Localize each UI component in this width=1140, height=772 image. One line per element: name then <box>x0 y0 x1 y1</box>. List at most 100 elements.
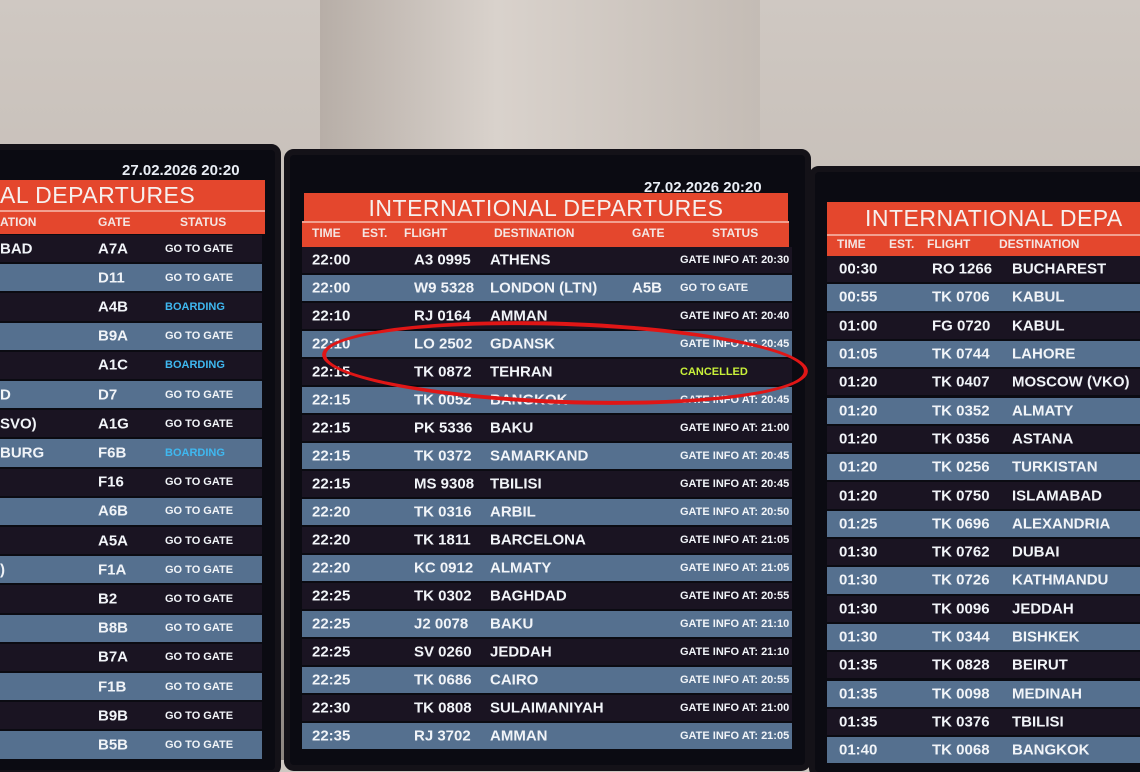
time-cell: 01:20 <box>839 402 878 420</box>
status-cell: GO TO GATE <box>165 592 234 605</box>
gate-cell: F1B <box>98 678 127 696</box>
header-destination: ATION <box>0 215 37 229</box>
status-cell: GATE INFO AT: 20:50 <box>680 506 790 518</box>
header-flight: FLIGHT <box>927 237 971 251</box>
flight-row: ) F1A GO TO GATE <box>0 556 262 584</box>
flight-cell: TK 0052 <box>414 391 472 409</box>
status-cell: GO TO GATE <box>165 242 234 255</box>
flight-row: 01:20 TK 0750 ISLAMABAD <box>827 482 1140 509</box>
destination-cell: KATHMANDU <box>1012 571 1109 589</box>
column-headers: ATION GATE STATUS <box>0 210 265 234</box>
flight-row: BURG F6B BOARDING <box>0 439 262 467</box>
flight-row: 01:40 TK 0068 BANGKOK <box>827 737 1140 764</box>
flight-cell: FG 0720 <box>932 317 991 335</box>
flight-row: 01:30 TK 0344 BISHKEK <box>827 623 1140 651</box>
flight-row: 01:20 TK 0407 MOSCOW (VKO) <box>827 369 1140 396</box>
time-cell: 22:25 <box>312 587 351 605</box>
time-cell: 22:15 <box>312 419 351 437</box>
flight-cell: TK 0376 <box>932 713 990 731</box>
destination-cell: BAKU <box>490 615 534 633</box>
flight-row: 22:30 TK 0808 SULAIMANIYAH GATE INFO AT: 21… <box>302 695 792 721</box>
destination-cell: BARCELONA <box>490 531 586 549</box>
destination-cell: JEDDAH <box>490 643 552 661</box>
destination-cell: ALMATY <box>1012 402 1074 420</box>
flight-row: 01:35 TK 0828 BEIRUT <box>827 652 1140 679</box>
destination-cell: CAIRO <box>490 671 539 689</box>
destination-cell: DUBAI <box>1012 543 1060 561</box>
flight-row: 22:20 TK 1811 BARCELONA GATE INFO AT: 21:05 <box>302 527 792 553</box>
time-cell: 22:25 <box>312 615 351 633</box>
time-cell: 01:30 <box>839 600 878 618</box>
flight-row: 22:15 TK 0372 SAMARKAND GATE INFO AT: 20:45 <box>302 443 792 469</box>
status-cell: GO TO GATE <box>165 709 234 722</box>
status-cell: GO TO GATE <box>165 476 234 489</box>
status-cell: GATE INFO AT: 20:55 <box>680 674 790 686</box>
status-cell: BOARDING <box>165 300 225 313</box>
flight-row: B9B GO TO GATE <box>0 702 262 730</box>
time-cell: 01:35 <box>839 713 878 731</box>
status-cell: GO TO GATE <box>165 622 234 635</box>
time-cell: 00:30 <box>839 260 878 278</box>
gate-cell: B8B <box>98 619 129 637</box>
flight-cell: TK 0726 <box>932 571 990 589</box>
flight-cell: TK 0744 <box>932 345 990 363</box>
status-cell: GATE INFO AT: 21:10 <box>680 646 790 658</box>
time-cell: 22:15 <box>312 391 351 409</box>
time-cell: 22:35 <box>312 727 351 745</box>
board-date: 27.02.2026 20:20 <box>122 162 240 179</box>
status-cell: GATE INFO AT: 21:05 <box>680 562 790 574</box>
status-cell: GATE INFO AT: 20:45 <box>680 338 790 350</box>
flight-cell: TK 0352 <box>932 402 990 420</box>
flight-cell: MS 9308 <box>414 475 475 493</box>
board-title: AL DEPARTURES <box>0 180 265 210</box>
time-cell: 22:00 <box>312 251 351 269</box>
time-cell: 01:00 <box>839 317 878 335</box>
time-cell: 22:20 <box>312 531 351 549</box>
flight-row: A6B GO TO GATE <box>0 497 262 525</box>
flight-cell: SV 0260 <box>414 643 472 661</box>
gate-cell: D7 <box>98 386 118 404</box>
flight-cell: TK 0098 <box>932 685 990 703</box>
flight-cell: LO 2502 <box>414 335 473 353</box>
destination-cell: ISLAMABAD <box>1012 487 1102 505</box>
status-cell: GATE INFO AT: 20:30 <box>680 254 790 266</box>
destination-cell: KABUL <box>1012 288 1065 306</box>
destination-cell: BANGKOK <box>1012 741 1090 759</box>
flight-row: 22:25 SV 0260 JEDDAH GATE INFO AT: 21:10 <box>302 639 792 665</box>
time-cell: 01:25 <box>839 515 878 533</box>
flight-cell: TK 1811 <box>414 531 471 549</box>
status-cell: GO TO GATE <box>165 651 234 664</box>
status-cell: GO TO GATE <box>165 505 234 518</box>
status-cell: GO TO GATE <box>165 330 234 343</box>
time-cell: 01:20 <box>839 487 878 505</box>
flight-row: 22:35 RJ 3702 AMMAN GATE INFO AT: 21:05 <box>302 723 792 749</box>
status-cell: GATE INFO AT: 21:10 <box>680 618 790 630</box>
time-cell: 22:20 <box>312 503 351 521</box>
gate-cell: A5A <box>98 532 129 550</box>
destination-cell: BAKU <box>490 419 534 437</box>
flight-cell: TK 0096 <box>932 600 990 618</box>
center-departures-board: 27.02.2026 20:20 INTERNATIONAL DEPARTURE… <box>290 155 805 765</box>
status-cell: CANCELLED <box>680 366 748 378</box>
destination-cell: MEDINAH <box>1012 685 1082 703</box>
destination-cell: ALEXANDRIA <box>1012 515 1111 533</box>
flight-row: 22:10 LO 2502 GDANSK GATE INFO AT: 20:45 <box>302 331 792 357</box>
flight-row: A4B BOARDING <box>0 293 262 321</box>
status-cell: GO TO GATE <box>165 271 234 284</box>
flight-cell: TK 0706 <box>932 288 990 306</box>
flight-row: 22:15 PK 5336 BAKU GATE INFO AT: 21:00 <box>302 415 792 441</box>
status-cell: GO TO GATE <box>165 388 234 401</box>
destination-cell: BISHKEK <box>1012 628 1080 646</box>
header-est: EST. <box>889 237 915 251</box>
time-cell: 01:05 <box>839 345 878 363</box>
flight-row: 22:00 A3 0995 ATHENS GATE INFO AT: 20:30 <box>302 247 792 273</box>
flight-row: B7A GO TO GATE <box>0 643 262 671</box>
flight-cell: TK 0872 <box>414 363 472 381</box>
flight-cell: TK 0316 <box>414 503 472 521</box>
destination-cell: LAHORE <box>1012 345 1076 363</box>
time-cell: 22:15 <box>312 447 351 465</box>
status-cell: GATE INFO AT: 21:00 <box>680 422 790 434</box>
flight-cell: J2 0078 <box>414 615 469 633</box>
right-departures-board: INTERNATIONAL DEPA TIME EST. FLIGHT DEST… <box>815 172 1140 772</box>
flight-cell: TK 0372 <box>414 447 472 465</box>
